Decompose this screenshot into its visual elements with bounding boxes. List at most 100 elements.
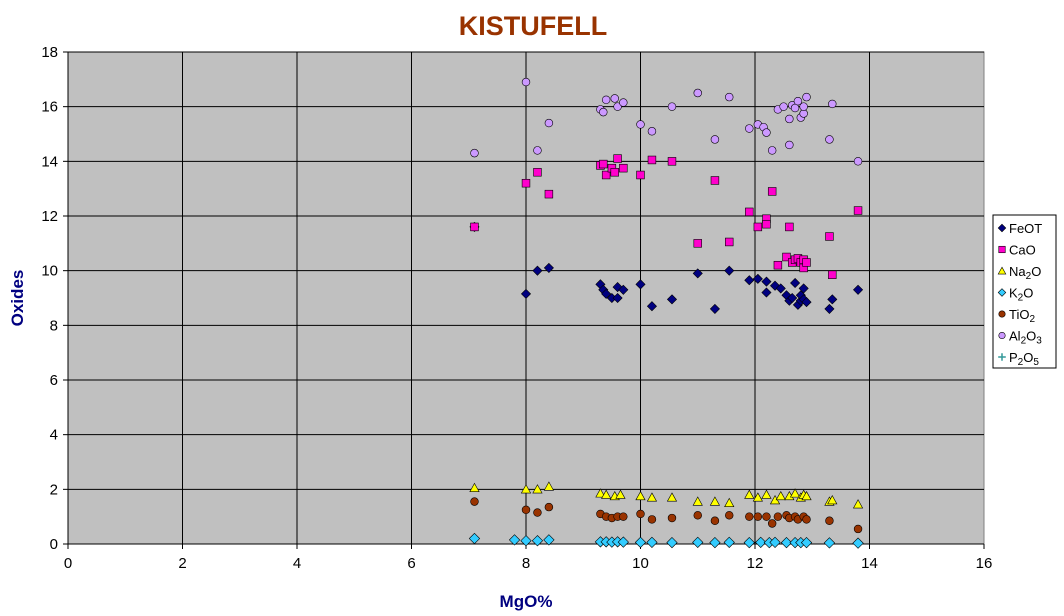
point-tio2 [802, 515, 811, 524]
point-al2o3 [647, 127, 657, 136]
point-cao [599, 159, 608, 169]
x-tick-labels: 0 2 4 6 8 10 12 14 16 [64, 555, 993, 572]
point-cao [802, 258, 811, 267]
point-cao [853, 206, 863, 215]
legend-marker-cao [998, 245, 1006, 254]
point-al2o3 [762, 128, 771, 137]
point-na2o [801, 490, 812, 501]
y-tick-labels: 0 2 4 6 8 10 12 14 16 18 [41, 44, 58, 553]
point-feot [601, 288, 612, 299]
point-al2o3 [619, 98, 628, 107]
point-na2o [692, 496, 703, 506]
point-feot [692, 268, 703, 279]
point-feot [635, 279, 646, 290]
point-feot [761, 276, 772, 287]
y-tick-label: 16 [41, 99, 58, 116]
point-cao [753, 222, 763, 232]
x-tick-label: 0 [64, 555, 72, 572]
point-na2o [775, 490, 786, 501]
point-al2o3 [470, 148, 479, 158]
point-cao [825, 232, 834, 241]
point-al2o3 [599, 107, 608, 117]
point-feot [646, 301, 657, 312]
point-cao [533, 168, 542, 177]
point-tio2 [636, 509, 645, 519]
point-al2o3 [610, 94, 619, 103]
point-feot [709, 303, 720, 314]
point-cao [619, 163, 628, 173]
point-k2o [800, 537, 813, 549]
point-al2o3 [793, 96, 803, 106]
point-cao [636, 170, 645, 180]
point-al2o3 [779, 102, 788, 111]
point-tio2 [762, 512, 771, 521]
point-tio2 [753, 512, 763, 521]
x-tick-label: 16 [976, 555, 993, 572]
legend-label-p2o5: P2O5 [1009, 350, 1039, 368]
point-na2o [827, 495, 838, 505]
point-cao [601, 170, 611, 180]
legend-marker-p2o5 [998, 353, 1006, 361]
point-feot [724, 265, 735, 276]
point-k2o [769, 536, 781, 548]
x-tick-label: 10 [632, 555, 649, 572]
point-al2o3 [799, 102, 808, 111]
legend-marker-k2o [997, 288, 1007, 297]
point-cao [828, 270, 837, 279]
y-tick-label: 12 [41, 208, 58, 225]
point-feot [666, 294, 678, 305]
x-tick-label: 4 [293, 555, 301, 572]
point-k2o [692, 536, 704, 548]
point-na2o [752, 492, 763, 502]
point-na2o [635, 490, 646, 501]
point-na2o [724, 497, 735, 507]
point-k2o [617, 536, 629, 548]
x-tick-label: 6 [407, 555, 415, 572]
point-feot [790, 277, 801, 288]
point-feot [761, 287, 772, 298]
x-tick-label: 8 [522, 555, 530, 572]
point-k2o [852, 537, 864, 549]
legend-marker-feot [997, 223, 1007, 233]
x-tick-label: 14 [861, 555, 878, 572]
x-tick-label: 12 [747, 555, 764, 572]
legend-label-feot: FeOT [1009, 221, 1042, 236]
y-tick-label: 4 [50, 427, 58, 444]
point-na2o [789, 488, 801, 498]
point-feot [853, 284, 864, 295]
legend-marker-tio2 [998, 310, 1006, 318]
y-tick-label: 2 [50, 481, 58, 498]
point-na2o [601, 489, 612, 499]
point-al2o3 [601, 95, 611, 105]
point-feot [752, 273, 763, 284]
point-tio2 [767, 519, 777, 528]
point-al2o3 [785, 140, 794, 150]
point-feot [618, 284, 629, 295]
point-k2o [780, 537, 793, 549]
point-na2o [595, 488, 606, 498]
point-cao [544, 189, 554, 199]
point-tio2 [773, 512, 783, 521]
point-na2o [615, 489, 626, 499]
point-na2o [761, 489, 772, 499]
point-cao [647, 155, 657, 165]
point-tio2 [710, 516, 720, 525]
point-cao [710, 176, 720, 185]
point-al2o3 [825, 135, 834, 144]
legend-label-k2o: K2O [1009, 286, 1033, 304]
point-cao [762, 219, 771, 229]
point-feot [543, 262, 554, 273]
y-tick-label: 0 [50, 536, 58, 553]
point-cao [745, 207, 754, 217]
point-al2o3 [521, 77, 531, 87]
point-al2o3 [853, 157, 863, 166]
legend-marker-na2o [997, 266, 1007, 275]
point-k2o [743, 537, 755, 549]
point-feot [612, 282, 623, 293]
chart-title: KISTUFELL [459, 11, 608, 41]
point-feot [770, 280, 781, 291]
point-tio2 [533, 508, 542, 517]
point-tio2 [825, 516, 834, 525]
legend-label-al2o3: Al2O3 [1009, 329, 1042, 347]
point-al2o3 [745, 124, 754, 133]
